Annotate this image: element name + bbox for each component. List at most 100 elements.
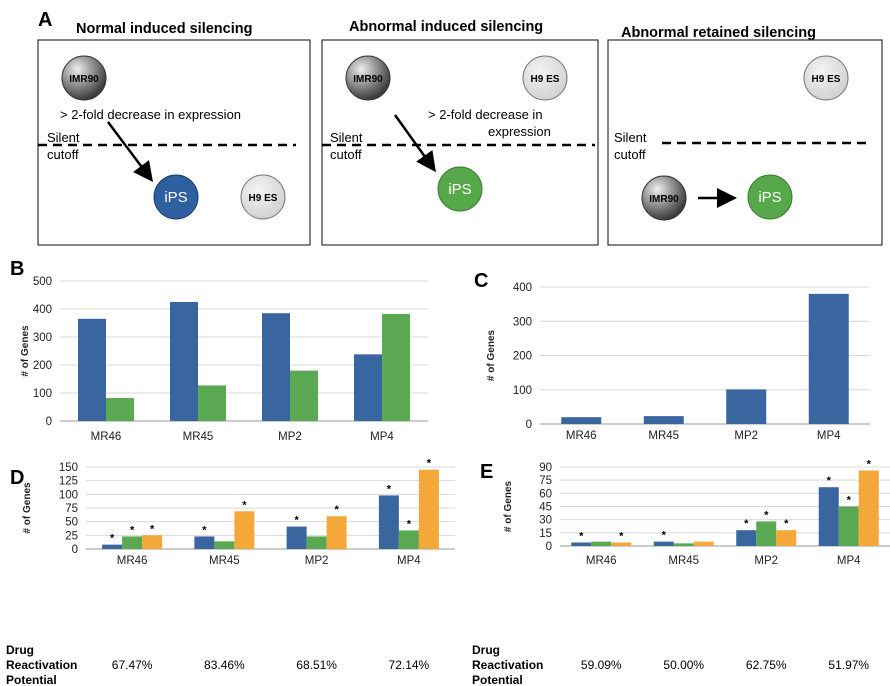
drug-label-e: Drug [472,643,500,657]
bar [808,293,849,424]
cutoff-label-line1: Silent [330,130,363,145]
x-tick-label: MP4 [817,430,841,442]
reactivation-potential-value: 83.46% [204,658,245,672]
significance-star: * [619,530,624,542]
imr90-label: IMR90 [69,74,99,85]
bar [673,543,694,546]
ips-label: iPS [758,189,781,206]
bar [214,541,235,549]
y-tick-label: 90 [539,462,552,474]
x-tick-label: MR46 [117,555,148,567]
x-tick-label: MR46 [586,555,617,567]
bar [102,544,123,549]
box-title: Normal induced silencing [76,21,252,37]
significance-star: * [294,515,299,527]
bar [693,541,714,546]
y-tick-label: 30 [539,515,552,527]
y-tick-label: 300 [33,332,52,344]
reactivation-potential-value: 68.51% [296,658,337,672]
fold-change-note-line1: > 2-fold decrease in [428,107,543,122]
bar [561,417,602,424]
chart-c: 0 100 200 300 400 # of Genes MR46 MR45 MP2 MP4 [486,282,870,442]
y-tick-label: 100 [59,489,78,501]
fold-change-note-line2: expression [488,124,551,139]
y-tick-label: 60 [539,488,552,500]
potential-label-d: Potential [6,673,57,686]
ips-label: iPS [448,181,471,198]
x-tick-label: MP4 [370,431,394,443]
cutoff-label-line2: cutoff [614,147,646,162]
box-title: Abnormal retained silencing [621,25,816,41]
bar [858,470,879,546]
h9es-circle [803,55,849,101]
significance-star: * [202,524,207,536]
imr90-label: IMR90 [353,74,383,85]
significance-star: * [387,483,392,495]
bar [170,302,198,421]
bar [418,469,439,549]
bar [194,536,215,549]
y-tick-label: 15 [539,528,552,540]
bar [286,526,307,549]
cutoff-label-line2: cutoff [330,147,362,162]
significance-star: * [427,458,432,470]
y-tick-label: 400 [513,282,532,294]
bar [326,516,347,549]
panel-a-box-abnormal-induced: Abnormal induced silencing IMR90 H9 ES >… [321,19,599,246]
y-tick-label: 0 [526,419,532,431]
panel-b-letter: B [10,258,24,280]
significance-star: * [662,530,667,542]
imr90-circle [61,55,107,101]
y-tick-label: 0 [546,541,552,553]
h9es-circle [522,55,568,101]
silencing-arrow [107,121,153,182]
significance-star: * [150,523,155,535]
imr90-label: IMR90 [649,194,679,205]
x-tick-label: MR45 [183,431,214,443]
bar [354,354,382,421]
y-tick-label: 300 [513,316,532,328]
bar [643,416,684,424]
bar [611,542,632,546]
potential-label-e: Potential [472,673,523,686]
y-axis-label: # of Genes [503,481,514,533]
y-tick-label: 125 [59,476,78,488]
bar [838,506,859,546]
reactivation-potential-value: 72.14% [389,658,430,672]
bar [234,511,255,549]
significance-star: * [867,459,872,471]
x-tick-label: MP2 [278,431,302,443]
bar [198,385,226,421]
bar [726,389,767,424]
y-tick-label: 500 [33,276,52,288]
y-tick-label: 25 [65,530,78,542]
ips-circle [747,174,793,220]
x-tick-label: MP2 [305,555,329,567]
fold-change-note: > 2-fold decrease in expression [60,107,241,122]
significance-star: * [110,533,115,545]
x-tick-label: MR46 [91,431,122,443]
y-axis-label: # of Genes [486,330,497,382]
reactivation-label-e: Reactivation [472,658,543,672]
bar [142,535,163,549]
box-frame [37,39,311,246]
box-frame [607,39,883,246]
cutoff-label-line2: cutoff [47,147,79,162]
chart-b: 0 100 200 300 400 500 # of Genes MR46 MR45 MP2 MP4 [20,276,428,443]
panel-e-letter: E [480,461,493,483]
h9es-label: H9 ES [249,193,278,204]
significance-star: * [764,509,769,521]
y-tick-label: 0 [46,416,52,428]
cutoff-label-line1: Silent [614,130,647,145]
bar [571,542,592,546]
bar [306,536,327,549]
panel-a-letter: A [38,9,52,31]
bar [591,541,612,546]
bar [818,487,839,546]
bar [398,530,419,549]
y-tick-label: 0 [72,544,78,556]
significance-star: * [579,530,584,542]
y-tick-label: 150 [59,462,78,474]
